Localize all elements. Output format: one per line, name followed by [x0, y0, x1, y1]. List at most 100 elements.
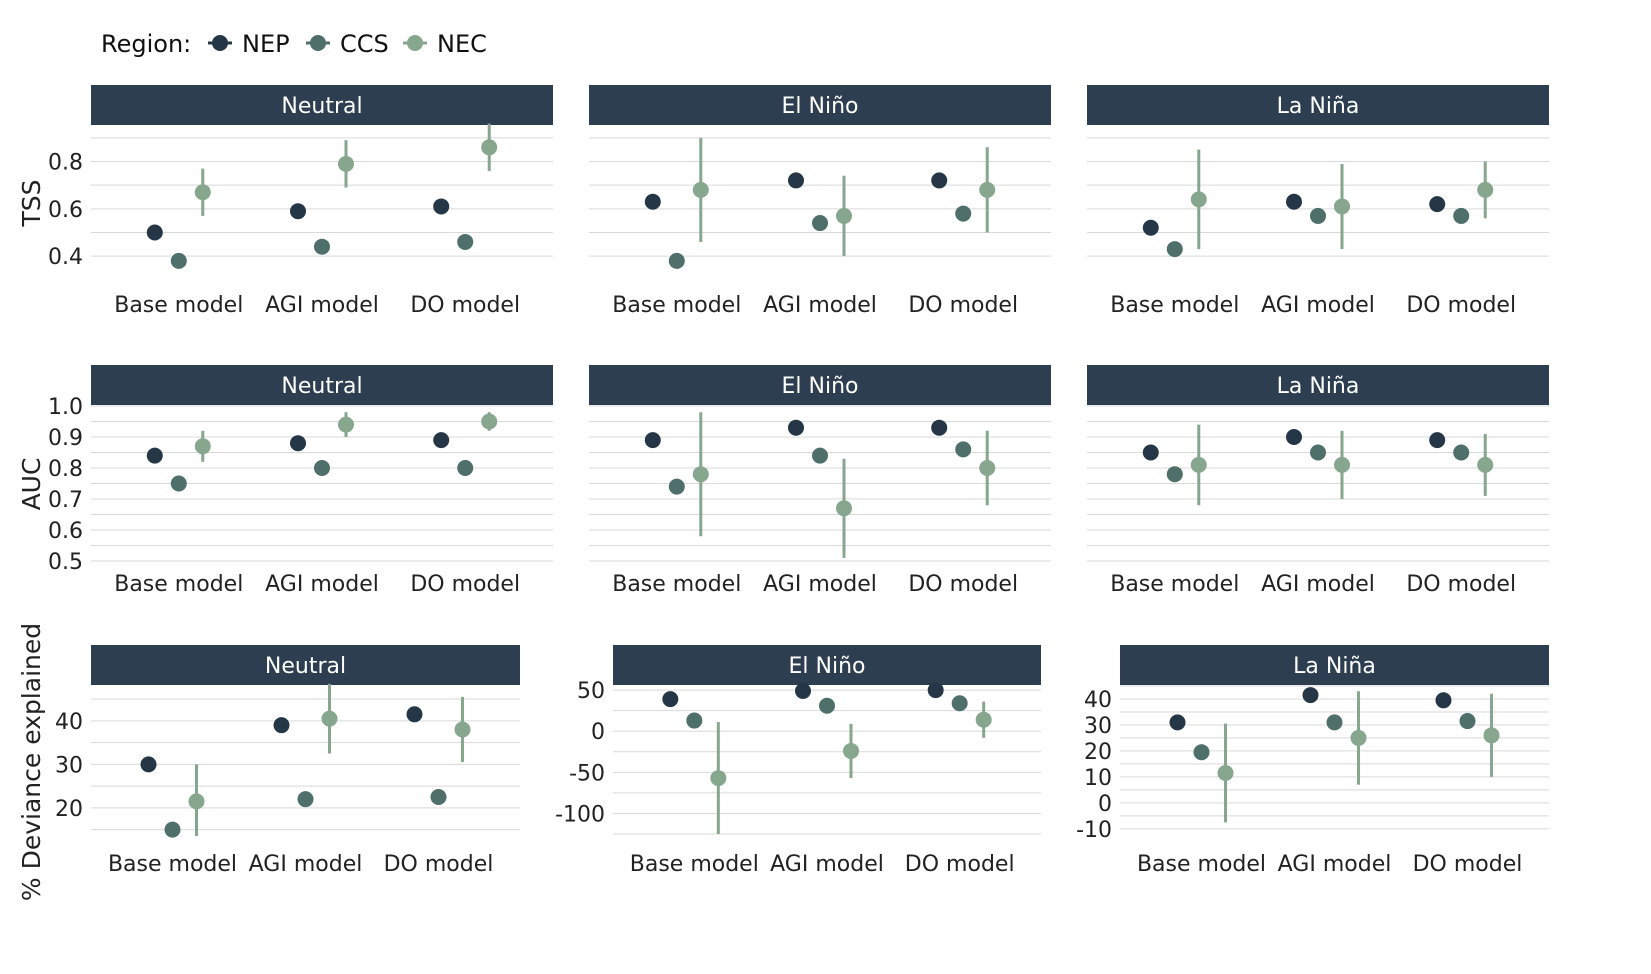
x-tick-label: Base model: [108, 852, 237, 877]
data-point: [668, 478, 685, 495]
x-tick-label: DO model: [1413, 852, 1523, 877]
data-point: [338, 155, 354, 172]
x-tick-label: AGI model: [265, 293, 379, 318]
data-point: [819, 697, 835, 714]
data-point: [457, 460, 474, 476]
data-point: [644, 193, 661, 210]
x-tick-label: AGI model: [1278, 852, 1392, 877]
x-tick-label: AGI model: [1261, 572, 1375, 597]
point-nec-agi-model: [843, 723, 859, 779]
data-point: [146, 224, 163, 241]
x-tick-label: AGI model: [265, 572, 379, 597]
x-tick-label: AGI model: [249, 852, 363, 877]
y-tick-label: -50: [569, 761, 605, 786]
point-ccs-base-model: [1193, 744, 1210, 761]
data-point: [788, 172, 804, 189]
data-point: [454, 721, 471, 738]
point-ccs-base-model: [164, 821, 181, 838]
point-ccs-agi-model: [812, 215, 828, 232]
data-point: [1286, 193, 1302, 210]
point-nep-do-model: [406, 706, 423, 723]
gridlines: [1087, 405, 1549, 562]
point-ccs-base-model: [1166, 466, 1183, 483]
point-ccs-do-model: [457, 460, 474, 476]
x-tick-label: DO model: [908, 293, 1018, 318]
data-point: [1334, 198, 1350, 215]
point-ccs-do-model: [430, 789, 447, 805]
point-ccs-do-model: [1459, 713, 1476, 730]
data-point: [1166, 466, 1183, 483]
point-nec-base-model: [194, 168, 211, 216]
legend-item-nep: NEP: [208, 30, 290, 58]
y-tick-label: 30: [55, 753, 83, 778]
point-ccs-agi-model: [314, 460, 330, 476]
data-point: [1142, 219, 1159, 236]
gridlines: [91, 698, 520, 831]
point-nec-agi-model: [338, 412, 354, 437]
panel-strip-title: Neutral: [281, 94, 362, 119]
data-point: [406, 706, 423, 723]
panel-strip: [1087, 365, 1549, 405]
x-tick-label: DO model: [1406, 572, 1516, 597]
legend-title: Region:: [101, 30, 191, 58]
point-ccs-agi-model: [1310, 207, 1326, 224]
data-point: [1310, 444, 1326, 461]
data-point: [188, 793, 205, 810]
point-nep-do-model: [1435, 692, 1452, 709]
data-point: [1326, 714, 1343, 731]
x-tick-label: AGI model: [763, 572, 877, 597]
data-point: [1190, 456, 1207, 473]
point-ccs-base-model: [686, 712, 703, 729]
data-point: [1310, 207, 1326, 224]
data-point: [273, 717, 290, 734]
data-point: [975, 711, 992, 728]
data-point: [1166, 241, 1183, 258]
legend-marker-nep: [212, 35, 228, 51]
panel-strip: [613, 645, 1041, 685]
point-nec-do-model: [979, 430, 996, 506]
point-ccs-do-model: [955, 205, 972, 222]
panel-strip-title: El Niño: [789, 654, 866, 679]
data-point: [1483, 727, 1500, 744]
point-nec-do-model: [481, 412, 498, 431]
panel-strip-title: La Niña: [1293, 654, 1376, 679]
point-ccs-base-model: [668, 252, 685, 269]
data-point: [955, 205, 972, 222]
data-point: [194, 438, 211, 455]
point-nec-agi-model: [836, 458, 852, 558]
x-tick-label: DO model: [410, 293, 520, 318]
data-point: [290, 203, 306, 220]
point-nep-base-model: [1169, 714, 1186, 731]
x-tick-label: Base model: [114, 572, 243, 597]
point-nep-agi-model: [1286, 193, 1302, 210]
point-ccs-do-model: [457, 233, 474, 250]
point-ccs-agi-model: [1326, 714, 1343, 731]
point-nec-do-model: [1477, 161, 1494, 219]
point-nep-agi-model: [290, 435, 306, 452]
y-tick-label: -100: [555, 802, 605, 827]
data-point: [931, 172, 948, 189]
data-point: [710, 770, 727, 787]
panel-strip: [91, 645, 520, 685]
row-tss: Neutral 0.4 0.6 0.8 Base model AGI model DO mo…: [48, 85, 1549, 318]
point-nep-base-model: [644, 432, 661, 449]
y-tick-label: 0.6: [48, 198, 83, 223]
point-ccs-base-model: [170, 252, 187, 269]
y-tick-label: 1.0: [48, 395, 83, 420]
panel-strip: [91, 85, 553, 125]
data-point: [979, 181, 996, 198]
point-nec-agi-model: [1334, 430, 1350, 499]
x-tick-label: DO model: [1406, 293, 1516, 318]
y-tick-label: 40: [55, 710, 83, 735]
legend-label-nep: NEP: [242, 30, 290, 58]
data-point: [812, 447, 828, 464]
data-point: [795, 682, 811, 699]
data-point: [314, 238, 330, 255]
panel-auc-neutral: Neutral 0.5 0.6 0.7 0.8 0.9 1.0 Base model AGI m…: [48, 365, 553, 597]
panel-strip-title: Neutral: [281, 374, 362, 399]
data-point: [788, 419, 804, 436]
data-point: [836, 207, 852, 224]
point-nec-agi-model: [338, 140, 354, 188]
data-point: [1350, 729, 1367, 746]
